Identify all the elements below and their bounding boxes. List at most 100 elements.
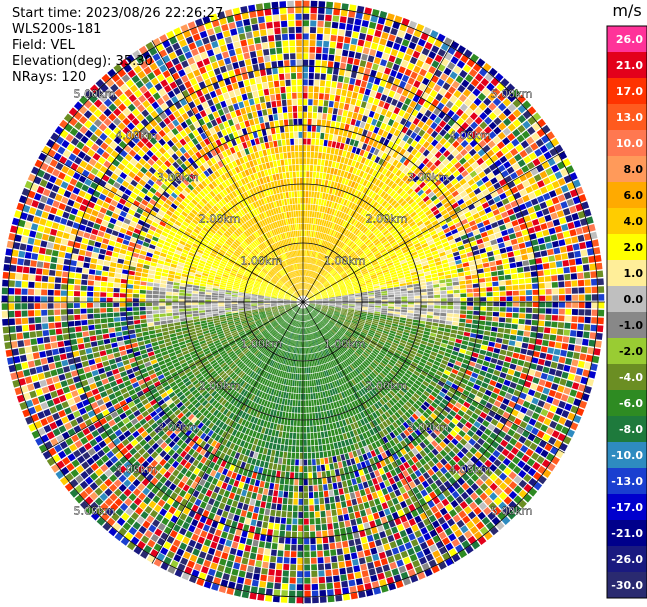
- velocity-gate: [313, 258, 316, 265]
- velocity-gate: [471, 274, 478, 279]
- velocity-gate: [580, 249, 588, 257]
- velocity-gate: [564, 322, 571, 329]
- velocity-gate: [510, 268, 517, 274]
- velocity-gate: [392, 221, 400, 228]
- velocity-gate: [438, 120, 447, 128]
- velocity-gate: [326, 235, 331, 242]
- velocity-gate: [546, 374, 555, 382]
- velocity-gate: [323, 248, 327, 254]
- velocity-gate: [476, 83, 485, 92]
- velocity-gate: [470, 121, 479, 130]
- velocity-gate: [336, 256, 341, 262]
- velocity-gate: [348, 304, 355, 306]
- velocity-gate: [414, 151, 422, 159]
- velocity-gate: [364, 68, 371, 76]
- velocity-gate: [421, 305, 427, 308]
- velocity-gate: [362, 543, 370, 550]
- velocity-gate: [512, 99, 522, 108]
- velocity-gate: [548, 190, 557, 198]
- velocity-gate: [375, 305, 381, 308]
- velocity-gate: [370, 208, 377, 215]
- velocity-gate: [483, 267, 491, 273]
- velocity-gate: [310, 224, 313, 231]
- velocity-gate: [519, 290, 526, 296]
- velocity-gate: [349, 262, 356, 267]
- velocity-gate: [504, 240, 512, 247]
- velocity-gate: [329, 251, 334, 258]
- velocity-gate: [381, 306, 388, 309]
- velocity-gate: [400, 117, 407, 126]
- velocity-gate: [520, 140, 529, 149]
- velocity-gate: [388, 34, 396, 42]
- velocity-gate: [303, 204, 306, 211]
- velocity-gate: [441, 339, 449, 344]
- velocity-gate: [425, 169, 432, 177]
- velocity-gate: [400, 285, 407, 289]
- velocity-gate: [423, 101, 431, 109]
- velocity-gate: [478, 171, 486, 179]
- velocity-gate: [439, 129, 447, 137]
- velocity-gate: [446, 205, 454, 213]
- velocity-gate: [375, 300, 382, 302]
- velocity-gate: [442, 263, 449, 268]
- velocity-gate: [496, 265, 504, 271]
- velocity-gate: [433, 315, 440, 320]
- velocity-gate: [449, 71, 458, 80]
- velocity-gate: [307, 243, 309, 250]
- velocity-gate: [488, 234, 496, 241]
- velocity-gate: [348, 300, 355, 302]
- velocity-gate: [471, 324, 479, 329]
- velocity-gate: [317, 27, 324, 34]
- velocity-gate: [309, 270, 312, 277]
- velocity-gate: [370, 69, 377, 77]
- velocity-gate: [325, 153, 330, 160]
- velocity-gate: [410, 164, 418, 172]
- velocity-gate: [417, 38, 426, 47]
- velocity-gate: [392, 151, 399, 159]
- velocity-gate: [512, 162, 521, 171]
- velocity-gate: [381, 175, 388, 183]
- velocity-gate: [305, 256, 307, 263]
- velocity-gate: [313, 99, 318, 106]
- velocity-gate: [540, 250, 548, 257]
- velocity-gate: [457, 45, 466, 54]
- velocity-gate: [369, 255, 375, 261]
- velocity-gate: [451, 178, 459, 186]
- velocity-gate: [340, 156, 345, 164]
- velocity-gate: [365, 473, 371, 481]
- velocity-gate: [409, 100, 417, 109]
- velocity-gate: [529, 337, 536, 344]
- velocity-gate: [347, 159, 353, 166]
- velocity-gate: [368, 303, 375, 306]
- velocity-gate: [410, 86, 418, 94]
- velocity-gate: [440, 73, 449, 82]
- velocity-gate: [379, 496, 386, 504]
- velocity-gate: [353, 154, 359, 161]
- velocity-gate: [476, 205, 484, 212]
- velocity-gate: [591, 317, 598, 324]
- velocity-gate: [355, 272, 362, 277]
- velocity-gate: [416, 59, 424, 68]
- velocity-gate: [431, 325, 438, 330]
- velocity-gate: [406, 188, 414, 195]
- velocity-gate: [418, 162, 425, 170]
- velocity-gate: [411, 183, 418, 191]
- velocity-gate: [486, 229, 494, 236]
- velocity-gate: [467, 256, 475, 262]
- velocity-gate: [315, 205, 318, 212]
- velocity-gate: [343, 171, 349, 178]
- velocity-gate: [353, 504, 359, 512]
- velocity-gate: [385, 162, 392, 170]
- velocity-gate: [331, 253, 336, 259]
- velocity-gate: [321, 119, 327, 127]
- velocity-gate: [520, 406, 528, 414]
- velocity-gate: [349, 4, 357, 12]
- velocity-gate: [502, 235, 510, 242]
- velocity-gate: [370, 574, 378, 582]
- velocity-gate: [362, 187, 368, 194]
- velocity-gate: [354, 52, 362, 60]
- velocity-gate: [395, 214, 402, 221]
- velocity-gate: [344, 178, 350, 186]
- velocity-gate: [325, 126, 330, 134]
- velocity-gate: [313, 92, 319, 99]
